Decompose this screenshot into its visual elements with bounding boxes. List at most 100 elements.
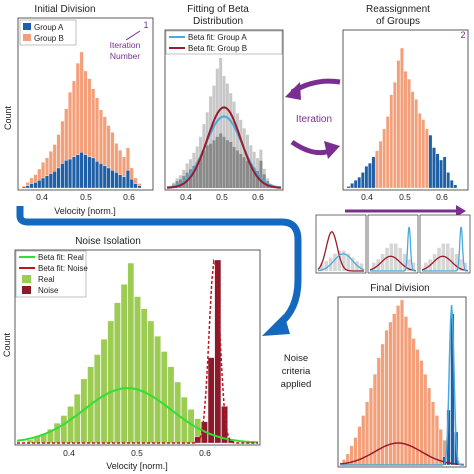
bar-real bbox=[161, 351, 168, 444]
beta-fit-noise-curve bbox=[17, 258, 258, 444]
beta-fit-curves bbox=[166, 106, 282, 189]
x-tick-label: 0.4 bbox=[180, 192, 192, 202]
bar-group-a bbox=[432, 147, 436, 189]
beta-fit-group-b-curve bbox=[166, 106, 282, 189]
bar-dark-gray bbox=[235, 150, 239, 188]
bar-group-b bbox=[102, 116, 107, 166]
iteration-cycle: Iteration bbox=[285, 78, 341, 159]
bar-group-a bbox=[98, 163, 103, 189]
final-fit-noise-curve bbox=[340, 304, 464, 466]
bar-noise bbox=[194, 436, 201, 444]
bar-group-b bbox=[385, 116, 390, 189]
bar-dark-gray bbox=[249, 164, 253, 188]
noise-criteria-label: Noise criteria applied bbox=[281, 353, 312, 390]
flow-arrow-body bbox=[16, 206, 302, 328]
bar-group-b bbox=[414, 99, 418, 189]
flow-arrowhead bbox=[262, 314, 290, 336]
panel-title: Noise Isolation bbox=[75, 236, 141, 247]
bar-group-b bbox=[95, 97, 99, 162]
y-axis-label: Count bbox=[3, 106, 13, 131]
bar-group-a bbox=[95, 161, 99, 189]
bar-group-b bbox=[45, 157, 49, 176]
bar-group-b bbox=[79, 51, 84, 153]
mini-bar bbox=[411, 262, 416, 271]
panel-title: Fitting of Beta bbox=[187, 4, 249, 15]
panel-title: Initial Division bbox=[34, 4, 95, 15]
bar-group-a bbox=[350, 183, 354, 189]
y-axis-label: Count bbox=[2, 333, 12, 358]
bar-group-b bbox=[52, 144, 57, 172]
mini-bar bbox=[372, 262, 376, 271]
bar-group-b bbox=[25, 182, 30, 186]
x-tick-label: 0.5 bbox=[216, 192, 228, 202]
bar-real bbox=[154, 336, 161, 444]
bar-group-a bbox=[371, 156, 376, 189]
bar-group-b bbox=[64, 108, 69, 161]
bar-real bbox=[392, 313, 397, 466]
bar-group-a bbox=[29, 183, 34, 189]
bar-group-b bbox=[129, 167, 134, 180]
beta-fit-curves bbox=[339, 304, 465, 466]
panel-fitting: Fitting of Beta Distribution 0.4 0.5 0.6… bbox=[164, 4, 284, 202]
bar-real bbox=[415, 349, 420, 466]
x-tick-label: 0.4 bbox=[361, 192, 373, 202]
final-fit-real-curve bbox=[339, 442, 465, 466]
x-tick-label: 0.4 bbox=[36, 192, 48, 202]
mini-fit-blue bbox=[318, 253, 365, 272]
bar-real bbox=[107, 320, 114, 444]
iteration-number: 2 bbox=[460, 30, 465, 40]
mini-bar bbox=[398, 247, 402, 271]
mini-bar bbox=[389, 243, 394, 271]
mini-bar bbox=[342, 250, 346, 271]
bar-group-a bbox=[453, 184, 458, 189]
mini-bar bbox=[459, 259, 463, 271]
bar-group-a bbox=[33, 182, 38, 189]
x-tick-label: 0.6 bbox=[123, 192, 135, 202]
plot-frame bbox=[342, 29, 469, 191]
bar-dark-gray bbox=[195, 162, 199, 188]
bar-group-b bbox=[396, 60, 401, 189]
mini-fit-red bbox=[317, 231, 364, 272]
bar-group-a bbox=[83, 154, 88, 189]
legend-label: Beta fit: Real bbox=[38, 253, 84, 262]
plot-frame bbox=[17, 17, 154, 191]
bar-gray bbox=[209, 96, 213, 188]
bar-real bbox=[100, 339, 108, 444]
iteration-badge bbox=[140, 19, 151, 30]
bar-group-a bbox=[439, 159, 443, 189]
bar-real bbox=[120, 284, 128, 444]
bar-group-b bbox=[75, 62, 80, 155]
mini-bar bbox=[441, 243, 446, 271]
legend-label: Real bbox=[38, 275, 55, 284]
bar-gray bbox=[225, 83, 229, 188]
bar-group-b bbox=[83, 70, 88, 155]
bar-real bbox=[400, 299, 404, 466]
bar-group-b bbox=[382, 128, 386, 189]
bar-group-a bbox=[129, 178, 134, 189]
bar-group-a bbox=[118, 174, 123, 189]
bar-real bbox=[114, 302, 121, 444]
plot-frame bbox=[164, 29, 284, 191]
bar-real bbox=[419, 360, 424, 466]
bar-group-a bbox=[75, 154, 80, 189]
bar-dark-gray bbox=[215, 136, 219, 188]
bar-group-b bbox=[56, 134, 61, 169]
bar-group-b bbox=[137, 183, 142, 186]
iterations-strip bbox=[315, 205, 471, 274]
x-tick-label: 0.6 bbox=[436, 192, 448, 202]
mini-fit-red bbox=[421, 255, 469, 272]
mini-fit-red bbox=[369, 255, 417, 272]
bar-group-a bbox=[21, 186, 26, 189]
bar-dark-gray bbox=[205, 145, 209, 188]
bar-group-a bbox=[68, 158, 73, 189]
bar-group-a bbox=[442, 156, 447, 189]
bar-noise bbox=[214, 259, 222, 444]
bar-group-b bbox=[87, 78, 92, 157]
bar-dark-gray bbox=[212, 140, 216, 188]
bar-noise bbox=[221, 406, 228, 444]
histogram-bars bbox=[168, 58, 273, 188]
legend: Beta fit: Real Beta fit: Noise Real Nois… bbox=[15, 250, 88, 298]
noise-flow-arrow bbox=[16, 206, 302, 336]
bar-group-a bbox=[79, 152, 84, 189]
